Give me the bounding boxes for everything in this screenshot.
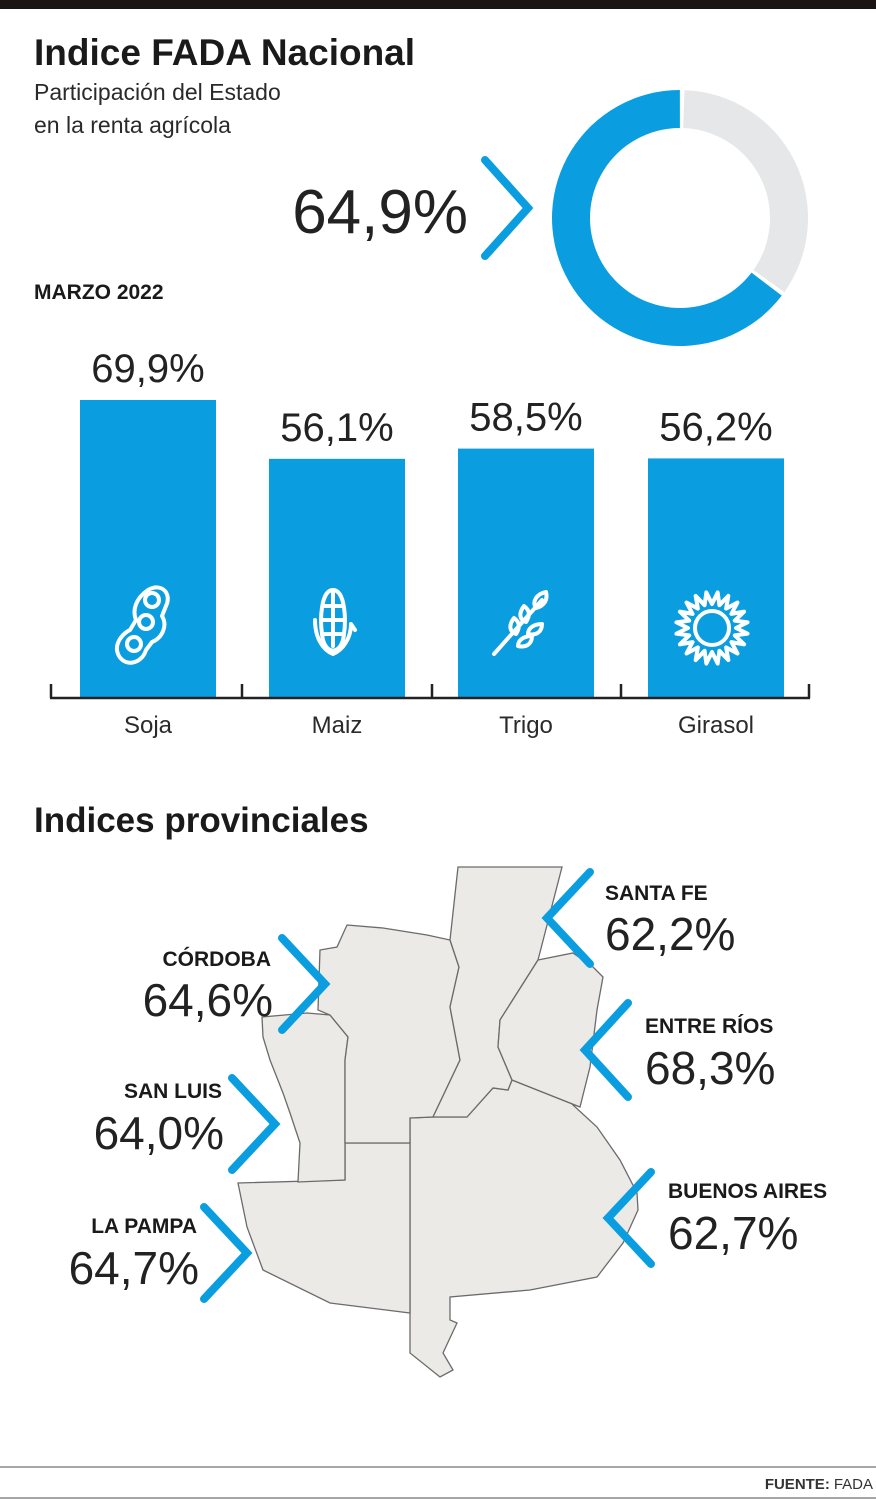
- chevron-left-icon: [602, 1168, 655, 1268]
- map-region-cordoba: [317, 924, 461, 1144]
- page-title: Indice FADA Nacional: [34, 32, 415, 73]
- province-entre-rios: ENTRE RÍOS 68,3%: [579, 999, 775, 1101]
- chevron-left-icon: [579, 999, 632, 1101]
- province-value: 62,7%: [668, 1207, 798, 1259]
- bar-soja: [80, 400, 216, 698]
- province-value: 64,6%: [143, 974, 273, 1026]
- bar-chart: 69,9% Soja 56,1% Maiz 58,5% Trigo 56,2% Girasol: [80, 347, 784, 739]
- category-label: Girasol: [678, 712, 754, 739]
- bar-value-label: 69,9%: [91, 347, 204, 391]
- provinces-title: Indices provinciales: [34, 801, 369, 840]
- province-cordoba: CÓRDOBA 64,6%: [143, 934, 331, 1034]
- province-value: 64,7%: [69, 1242, 199, 1294]
- province-name: SANTA FE: [605, 882, 708, 905]
- chevron-right-icon: [278, 934, 331, 1034]
- corn-icon: [313, 588, 357, 656]
- province-san-luis: SAN LUIS 64,0%: [94, 1074, 281, 1174]
- province-name: ENTRE RÍOS: [645, 1015, 773, 1038]
- donut-slice-state: [552, 90, 782, 346]
- sunflower-icon: [674, 590, 750, 666]
- subtitle-line-2: en la renta agrícola: [34, 112, 231, 138]
- bar-trigo: [458, 448, 594, 698]
- bar-maiz: [269, 458, 405, 698]
- province-value: 64,0%: [94, 1107, 224, 1159]
- province-buenos-aires: BUENOS AIRES 62,7%: [602, 1168, 827, 1268]
- source-value: FADA: [834, 1476, 873, 1493]
- province-name: CÓRDOBA: [163, 947, 272, 971]
- chevron-right-icon: [200, 1203, 253, 1303]
- province-name: BUENOS AIRES: [668, 1180, 827, 1203]
- province-santa-fe: SANTA FE 62,2%: [541, 868, 735, 968]
- bar-value-label: 56,2%: [659, 405, 772, 449]
- category-label: Soja: [124, 712, 173, 739]
- map-region-san-luis: [261, 1012, 349, 1183]
- category-label: Maiz: [312, 712, 363, 739]
- top-rule: [0, 0, 876, 9]
- bar-axis: [49, 684, 811, 700]
- province-name: LA PAMPA: [91, 1215, 197, 1238]
- subtitle-line-1: Participación del Estado: [34, 79, 281, 105]
- province-value: 62,2%: [605, 908, 735, 960]
- period-label: MARZO 2022: [34, 281, 164, 304]
- chevron-left-icon: [541, 868, 594, 968]
- bar-value-label: 56,1%: [280, 406, 393, 450]
- bar-value-label: 58,5%: [469, 396, 582, 440]
- source-line: FUENTE: FADA: [765, 1476, 873, 1493]
- map-region-buenos-aires: [409, 1079, 639, 1378]
- province-la-pampa: LA PAMPA 64,7%: [69, 1203, 253, 1303]
- national-donut: [552, 90, 808, 346]
- donut-slice-remainder: [683, 90, 808, 293]
- provinces-map: [237, 866, 639, 1378]
- soybean-icon: [115, 585, 170, 665]
- province-name: SAN LUIS: [124, 1080, 222, 1103]
- source-label: FUENTE:: [765, 1476, 830, 1493]
- province-value: 68,3%: [645, 1042, 775, 1094]
- chevron-right-icon: [228, 1074, 281, 1174]
- chevron-right-icon: [481, 156, 534, 260]
- category-label: Trigo: [499, 712, 553, 739]
- national-value: 64,9%: [292, 178, 468, 247]
- wheat-icon: [492, 590, 549, 656]
